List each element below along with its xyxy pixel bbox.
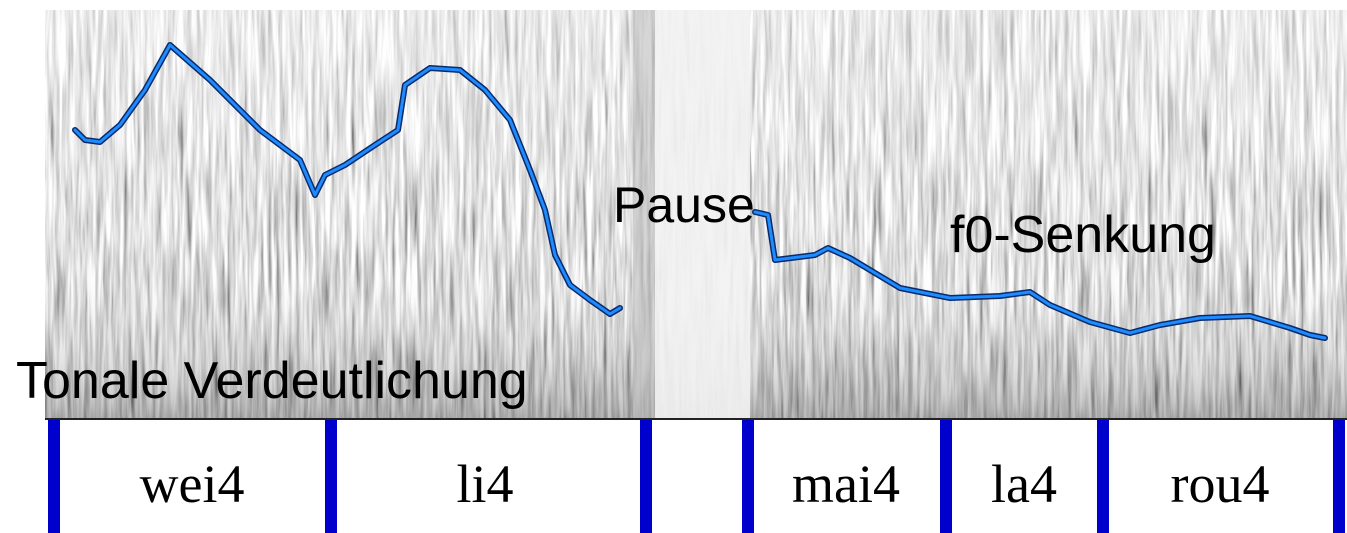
boundary [742,420,754,533]
syllable-label: li4 [456,454,513,514]
annotation: f0-Senkung [950,206,1216,264]
f0-line [73,43,622,316]
boundaries [48,420,1345,533]
boundary [940,420,952,533]
boundary [640,420,652,533]
f0-contour [72,42,1328,341]
f0-line [753,210,1327,340]
boundary [325,420,337,533]
syllable-tier: wei4 li4 mai4 la4 rou4 [45,418,1347,533]
annotation: Pause [613,177,755,233]
tier-bg [45,418,1347,533]
syllable-label: la4 [991,454,1057,514]
syllable-label: mai4 [792,454,900,514]
annotation: Tonale Verdeutlichung [16,352,528,410]
pause-edge [633,10,655,418]
spectrogram [45,10,1347,418]
syllable-label: wei4 [140,454,245,514]
syllable-label: rou4 [1171,454,1270,514]
boundary [1097,420,1109,533]
boundary [48,420,60,533]
boundary [1333,420,1345,533]
pause-region [655,10,750,418]
